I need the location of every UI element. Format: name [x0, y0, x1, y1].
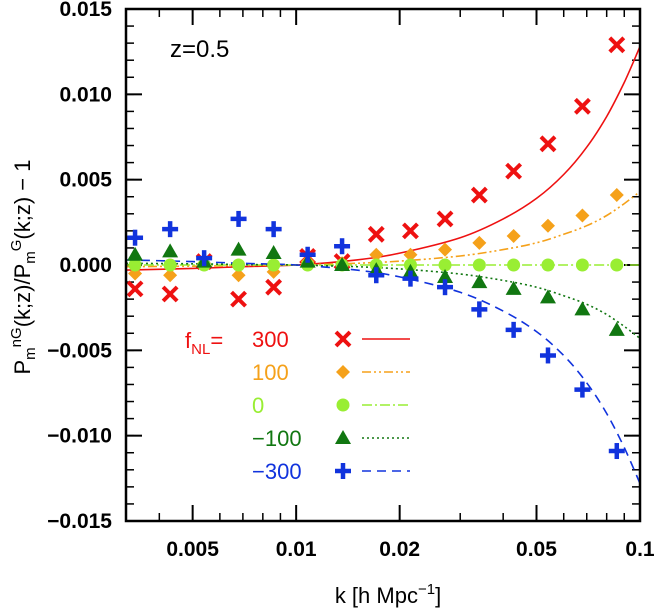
data-point-triangle: [334, 257, 351, 271]
data-markers: [126, 36, 626, 460]
legend-marker-x: [334, 330, 352, 348]
x-tick-label: 0.02: [379, 538, 420, 561]
data-point-plus: [334, 238, 351, 255]
data-point-circle: [232, 258, 246, 272]
legend-title: fNL=: [185, 328, 223, 358]
data-point-x: [608, 36, 626, 54]
x-tick-label: 0.01: [276, 538, 317, 561]
data-point-plus: [437, 279, 454, 296]
data-point-diamond: [575, 208, 590, 223]
data-point-plus: [471, 301, 488, 318]
data-point-circle: [163, 258, 177, 272]
data-point-x: [367, 225, 385, 243]
data-point-plus: [505, 321, 522, 338]
data-point-circle: [575, 258, 589, 272]
plot-frame: [124, 7, 642, 523]
y-tick-label: −0.010: [47, 425, 112, 448]
data-point-triangle: [230, 241, 247, 256]
data-point-plus: [299, 246, 316, 263]
model-line-plus: [125, 259, 641, 484]
y-tick-label: 0.005: [59, 169, 112, 192]
data-point-triangle: [471, 274, 488, 289]
data-point-x: [573, 97, 591, 115]
legend-label: −100: [252, 426, 302, 451]
y-tick-label: 0.015: [59, 0, 112, 21]
data-point-plus: [608, 443, 625, 460]
legend-label: 300: [252, 327, 289, 352]
data-point-x: [436, 210, 454, 228]
y-tick-label: −0.015: [47, 510, 112, 533]
data-point-x: [470, 186, 488, 204]
x-axis-label: k [h Mpc−1]: [335, 581, 441, 608]
data-point-plus: [127, 229, 144, 246]
data-point-plus: [162, 221, 179, 238]
y-tick-label: 0.000: [59, 254, 112, 277]
legend-marker-plus: [335, 463, 351, 479]
data-point-triangle: [437, 268, 454, 283]
data-point-diamond: [540, 218, 555, 233]
x-tick-label: 0.05: [516, 538, 557, 561]
data-point-diamond: [369, 247, 384, 262]
y-tick-labels: 0.015 0.010 0.005 0.000 −0.005 −0.010 −0.015: [47, 0, 112, 533]
data-point-plus: [265, 221, 282, 238]
y-tick-label: −0.005: [47, 339, 112, 362]
data-point-diamond: [231, 268, 246, 283]
data-point-triangle: [265, 245, 282, 260]
data-point-triangle: [539, 289, 556, 304]
data-point-x: [265, 278, 283, 296]
data-point-triangle: [505, 280, 522, 295]
data-point-circle: [610, 258, 624, 272]
data-point-diamond: [609, 188, 624, 203]
data-point-plus: [539, 347, 556, 364]
data-point-triangle: [127, 246, 144, 261]
data-point-diamond: [403, 247, 418, 262]
data-point-diamond: [163, 268, 178, 283]
data-point-x: [126, 280, 144, 298]
legend: 300 100 0 −100 −300: [252, 327, 410, 484]
x-tick-label: 0.1: [625, 538, 654, 561]
data-point-circle: [438, 258, 452, 272]
data-point-triangle: [162, 243, 179, 258]
data-point-plus: [402, 270, 419, 287]
redshift-annotation: z=0.5: [170, 36, 229, 63]
data-point-x: [505, 162, 523, 180]
data-point-diamond: [438, 242, 453, 257]
y-tick-label: 0.010: [59, 83, 112, 106]
model-line-x: [125, 46, 641, 271]
x-tick-label: 0.005: [166, 538, 219, 561]
data-point-circle: [267, 258, 281, 272]
data-point-plus: [230, 210, 247, 227]
data-point-plus: [574, 381, 591, 398]
data-point-x: [402, 222, 419, 240]
legend-marker-triangle: [335, 430, 351, 444]
x-tick-labels: 0.005 0.01 0.02 0.05 0.1: [166, 538, 654, 561]
data-point-diamond: [472, 235, 487, 250]
data-point-x: [230, 290, 247, 308]
data-point-circle: [507, 258, 521, 272]
data-point-circle: [128, 258, 142, 272]
data-point-x: [161, 285, 179, 303]
data-point-plus: [368, 267, 385, 284]
data-point-x: [539, 135, 557, 153]
data-point-triangle: [608, 321, 625, 336]
y-axis-label: PmnG(k;z)/PmG(k;z) − 1: [8, 159, 39, 374]
data-point-plus: [196, 250, 213, 267]
legend-marker-diamond: [336, 365, 350, 379]
data-point-circle: [472, 258, 486, 272]
data-point-diamond: [506, 228, 521, 243]
legend-label: 0: [252, 393, 264, 418]
legend-marker-circle: [336, 398, 350, 412]
legend-label: −300: [252, 459, 302, 484]
data-point-circle: [541, 258, 555, 272]
legend-label: 100: [252, 360, 289, 385]
data-point-triangle: [574, 301, 591, 316]
